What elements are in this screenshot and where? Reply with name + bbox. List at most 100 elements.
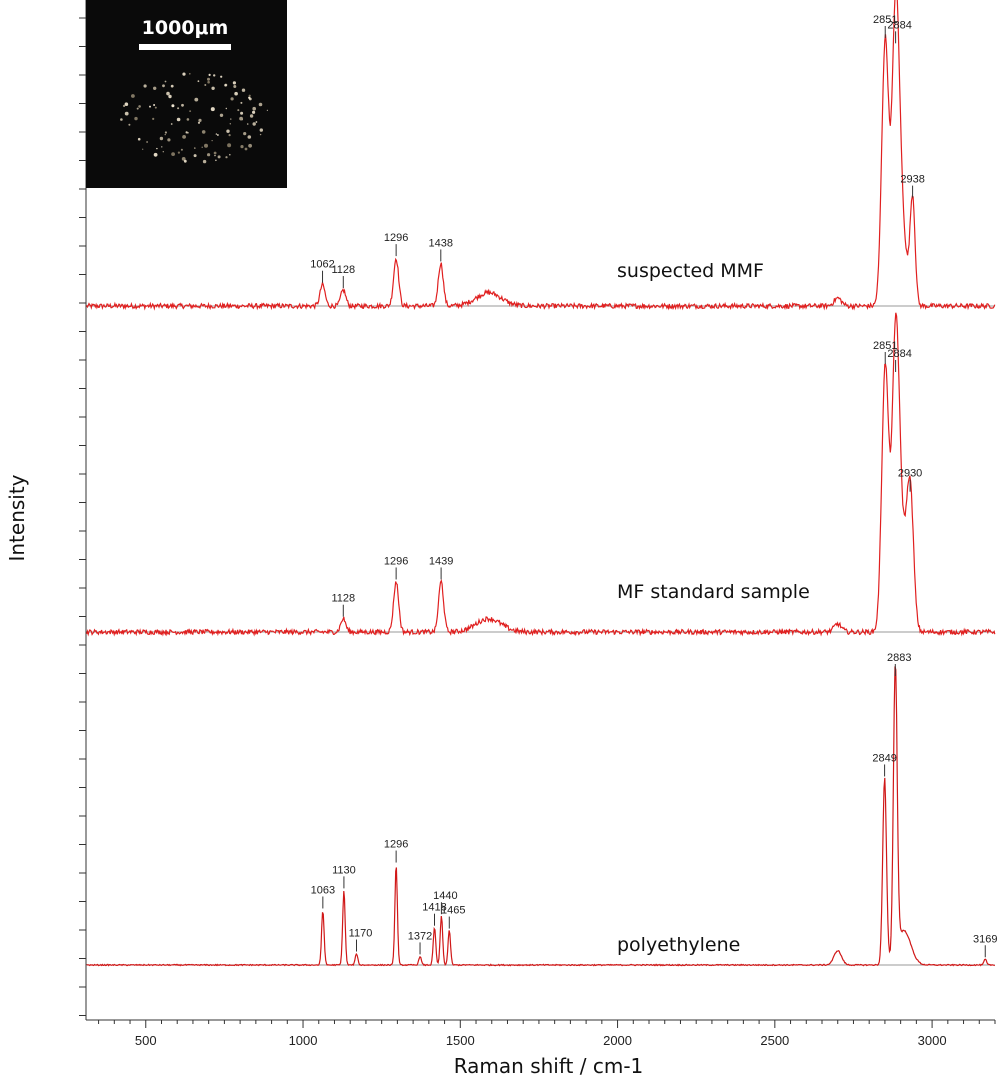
peak-label: 1296 — [384, 232, 408, 244]
particle-speck — [230, 118, 232, 120]
particle-speck — [220, 75, 223, 78]
particle-speck — [124, 111, 129, 116]
particle-speck — [229, 123, 231, 125]
peak-label: 1063 — [311, 884, 335, 896]
particle-speck — [202, 159, 207, 164]
peak-label: 1128 — [331, 593, 355, 605]
particle-speck — [189, 110, 192, 112]
particle-speck — [181, 157, 186, 161]
particle-speck — [208, 73, 211, 76]
peak-label: 1128 — [331, 264, 355, 276]
peak-label: 2930 — [898, 468, 922, 480]
particle-speck — [246, 123, 249, 125]
particle-speck — [204, 84, 207, 86]
particle-speck — [244, 147, 248, 151]
particle-speck — [181, 103, 184, 107]
x-axis-title: Raman shift / cm-1 — [454, 1054, 644, 1078]
peak-label: 2884 — [887, 19, 911, 31]
particle-speck — [143, 84, 147, 88]
x-tick-label: 1000 — [289, 1033, 318, 1048]
inset-micrograph: 1000μm — [86, 0, 287, 188]
particle-speck — [211, 86, 215, 91]
particle-speck — [161, 146, 163, 148]
series-name-label: suspected MMF — [617, 260, 764, 282]
particle-speck — [207, 153, 211, 157]
particle-speck — [198, 118, 202, 122]
particle-speck — [243, 132, 247, 136]
particle-speck — [214, 154, 216, 157]
x-tick-label: 3000 — [918, 1033, 947, 1048]
peak-label: 1170 — [349, 928, 373, 940]
particle-speck — [229, 153, 231, 156]
particle-speck — [153, 86, 157, 91]
particle-speck — [217, 155, 221, 159]
particle-speck — [252, 122, 256, 126]
particle-speck — [207, 80, 210, 84]
particle-speck — [182, 135, 187, 139]
scale-bar-label: 1000μm — [142, 17, 229, 39]
peak-label: 1438 — [429, 237, 453, 249]
particle-speck — [207, 77, 210, 81]
spectra-panels — [86, 0, 996, 967]
particle-speck — [170, 123, 173, 125]
particle-speck — [124, 102, 129, 106]
peak-label: 2883 — [887, 652, 911, 664]
particle-speck — [248, 94, 251, 97]
particle-speck — [247, 135, 252, 139]
particle-speck — [252, 106, 256, 111]
particle-speck — [164, 134, 166, 136]
chart-labels: 500 1000 1500 2000 2500 3000 Raman shift / cm-… — [5, 14, 997, 1078]
particle-speck — [197, 121, 201, 124]
peak-label: 1296 — [384, 839, 408, 851]
particle-speck — [183, 159, 187, 163]
peak-label: 2851 — [873, 340, 897, 352]
particle-speck — [120, 118, 123, 121]
particle-speck — [134, 116, 138, 121]
particle-speck — [142, 148, 144, 150]
particle-speck — [136, 107, 139, 110]
particle-speck — [240, 111, 244, 115]
peak-label: 3169 — [973, 933, 997, 945]
particle-speck — [171, 152, 176, 157]
particle-speck — [123, 104, 126, 107]
particle-speck — [225, 107, 227, 110]
series-name-label: polyethylene — [617, 934, 740, 956]
particle-speck — [252, 110, 256, 114]
particle-speck — [186, 118, 190, 121]
scale-bar — [139, 44, 231, 50]
particle-speck — [137, 137, 141, 141]
peak-label: 1130 — [332, 864, 356, 876]
particle-speck — [213, 151, 217, 155]
particle-speck — [258, 102, 263, 107]
particle-speck — [146, 141, 149, 143]
peak-label: 2938 — [900, 174, 924, 186]
x-tick-label: 500 — [135, 1033, 157, 1048]
particle-speck — [211, 140, 213, 142]
particle-speck — [210, 107, 215, 112]
peak-label: 1418 — [422, 902, 446, 914]
particle-speck — [185, 131, 188, 134]
particle-speck — [194, 97, 199, 102]
particle-speck — [219, 113, 224, 118]
particle-speck — [167, 138, 171, 142]
particle-speck — [233, 85, 237, 88]
x-tick-label: 1500 — [446, 1033, 475, 1048]
particle-speck — [201, 130, 206, 134]
particle-speck — [224, 83, 227, 87]
particle-speck — [170, 84, 174, 88]
particle-speck — [180, 148, 183, 151]
particle-speck — [241, 88, 246, 92]
particle-speck — [240, 145, 244, 149]
particle-speck — [237, 109, 240, 112]
particle-speck — [194, 147, 196, 149]
particle-speck — [193, 154, 197, 158]
series-name-label: MF standard sample — [617, 581, 810, 603]
particle-speck — [138, 105, 141, 108]
inset-photo — [86, 0, 287, 188]
particle-speck — [217, 134, 219, 136]
peak-label: 1296 — [384, 555, 408, 567]
particle-speck — [162, 151, 164, 153]
particle-speck — [232, 81, 236, 85]
particle-speck — [230, 97, 234, 101]
